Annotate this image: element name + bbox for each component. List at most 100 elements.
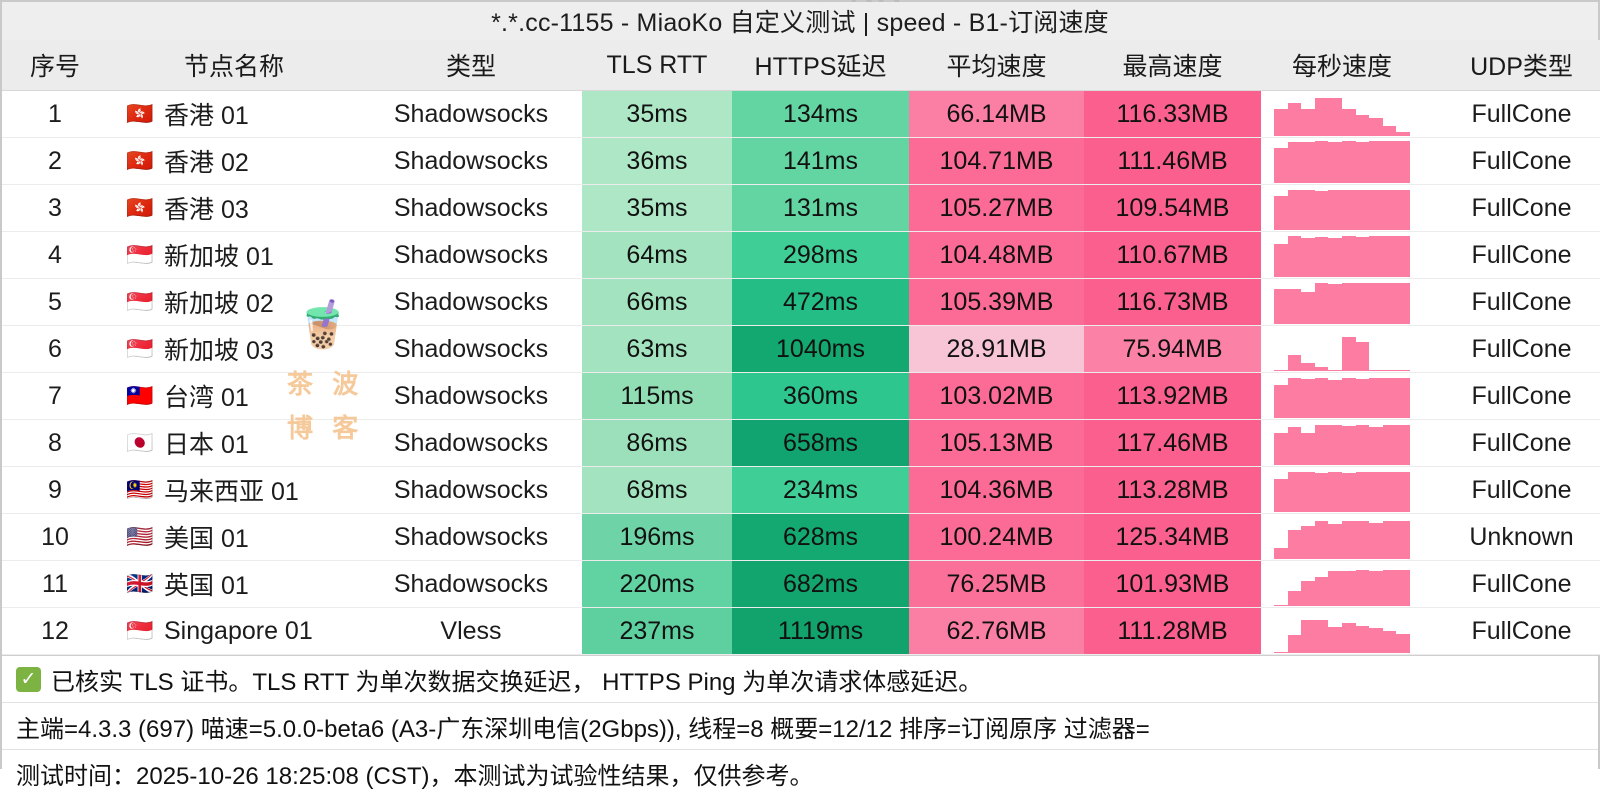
row-https-latency: 658ms xyxy=(732,419,909,467)
row-tls-rtt: 115ms xyxy=(582,372,732,420)
table-row[interactable]: 7 🇹🇼 台湾 01 Shadowsocks 115ms 360ms 103.02MB 113… xyxy=(2,372,1600,420)
node-label: 香港 03 xyxy=(164,196,249,224)
table-row[interactable]: 12 🇸🇬 Singapore 01 Vless 237ms 1119ms 62.76MB 1… xyxy=(2,607,1600,655)
row-protocol-type: Shadowsocks xyxy=(360,466,582,514)
row-avg-speed: 105.13MB xyxy=(909,419,1084,467)
row-max-speed: 111.46MB xyxy=(1084,137,1261,185)
row-udp-type: FullCone xyxy=(1423,607,1600,655)
sparkline-bar xyxy=(1328,570,1342,606)
sparkline-bar xyxy=(1314,473,1329,512)
table-row[interactable]: 2 🇭🇰 香港 02 Shadowsocks 36ms 141ms 104.71MB 111.… xyxy=(2,137,1600,185)
col-header-per-second[interactable]: 每秒速度 xyxy=(1261,40,1423,91)
table-row[interactable]: 11 🇬🇧 英国 01 Shadowsocks 220ms 682ms 76.25MB 101… xyxy=(2,560,1600,608)
sparkline-bar xyxy=(1328,284,1342,324)
sparkline-bar xyxy=(1328,523,1342,559)
sparkline-bar xyxy=(1369,141,1383,183)
row-index: 12 xyxy=(2,607,108,655)
table-row[interactable]: 3 🇭🇰 香港 03 Shadowsocks 35ms 131ms 105.27MB 109.… xyxy=(2,184,1600,232)
sparkline-bar xyxy=(1301,189,1315,230)
col-header-tls-rtt[interactable]: TLS RTT xyxy=(582,40,732,91)
sparkline-bar xyxy=(1396,471,1410,512)
row-avg-speed: 103.02MB xyxy=(909,372,1084,420)
table-row[interactable]: 1 🇭🇰 香港 01 Shadowsocks 35ms 134ms 66.14MB 116.3… xyxy=(2,90,1600,138)
node-label: 英国 01 xyxy=(164,572,249,600)
col-header-udp-type[interactable]: UDP类型 xyxy=(1423,40,1600,91)
sparkline-bar xyxy=(1369,522,1383,559)
row-node-name: 🇺🇸 美国 01 xyxy=(108,513,360,561)
table-row[interactable]: 9 🇲🇾 马来西亚 01 Shadowsocks 68ms 234ms 104.36MB 11… xyxy=(2,466,1600,514)
row-avg-speed: 105.39MB xyxy=(909,278,1084,326)
sparkline-bar xyxy=(1314,377,1329,418)
sparkline-bar xyxy=(1382,282,1397,324)
row-udp-type: FullCone xyxy=(1423,90,1600,138)
sparkline-bar xyxy=(1355,236,1370,277)
sparkline-bar xyxy=(1396,378,1410,418)
col-header-type[interactable]: 类型 xyxy=(360,40,582,91)
sparkline-bar xyxy=(1355,521,1370,559)
row-tls-rtt: 237ms xyxy=(582,607,732,655)
row-https-latency: 141ms xyxy=(732,137,909,185)
malaysia-flag-icon: 🇲🇾 xyxy=(126,477,154,502)
row-avg-speed: 104.71MB xyxy=(909,137,1084,185)
table-row[interactable]: 10 🇺🇸 美国 01 Shadowsocks 196ms 628ms 100.24MB 12… xyxy=(2,513,1600,561)
row-udp-type: Unknown xyxy=(1423,513,1600,561)
sparkline-bar xyxy=(1287,355,1302,371)
row-https-latency: 1119ms xyxy=(732,607,909,655)
footer: ✓ 已核实 TLS 证书。TLS RTT 为单次数据交换延迟， HTTPS Pi… xyxy=(2,655,1598,796)
row-per-second-sparkline xyxy=(1261,137,1423,185)
table-row[interactable]: 4 🇸🇬 新加坡 01 Shadowsocks 64ms 298ms 104.48MB 110… xyxy=(2,231,1600,279)
singapore-flag-icon: 🇸🇬 xyxy=(126,242,154,267)
col-header-avg-speed[interactable]: 平均速度 xyxy=(909,40,1084,91)
col-header-max-speed[interactable]: 最高速度 xyxy=(1084,40,1261,91)
row-node-name: 🇲🇾 马来西亚 01 xyxy=(108,466,360,514)
sparkline-bar xyxy=(1396,521,1410,559)
table-row[interactable]: 5 🇸🇬 新加坡 02 Shadowsocks 66ms 472ms 105.39MB 116… xyxy=(2,278,1600,326)
sparkline-bar xyxy=(1369,570,1383,606)
row-https-latency: 628ms xyxy=(732,513,909,561)
sparkline-bar xyxy=(1328,98,1342,136)
row-tls-rtt: 64ms xyxy=(582,231,732,279)
row-https-latency: 360ms xyxy=(732,372,909,420)
sparkline-bar xyxy=(1369,189,1383,230)
sparkline-bar xyxy=(1382,521,1397,559)
singapore-flag-icon: 🇸🇬 xyxy=(126,336,154,361)
sparkline-bar xyxy=(1396,141,1410,183)
header-row: 序号 节点名称 类型 TLS RTT HTTPS延迟 平均速度 最高速度 每秒速… xyxy=(2,40,1600,91)
node-label: 新加坡 02 xyxy=(164,290,274,318)
sparkline-bar xyxy=(1328,369,1342,371)
row-node-name: 🇸🇬 新加坡 01 xyxy=(108,231,360,279)
row-per-second-sparkline xyxy=(1261,231,1423,279)
sparkline-bar xyxy=(1382,378,1397,418)
sparkline-bar xyxy=(1396,235,1410,277)
sparkline-bar xyxy=(1301,581,1315,606)
footer-line-verified: ✓ 已核实 TLS 证书。TLS RTT 为单次数据交换延迟， HTTPS Pi… xyxy=(2,656,1598,703)
sparkline-bar xyxy=(1314,98,1329,136)
table-row[interactable]: 6 🇸🇬 新加坡 03 Shadowsocks 63ms 1040ms 28.91MB 75.… xyxy=(2,325,1600,373)
row-node-name: 🇬🇧 英国 01 xyxy=(108,560,360,608)
col-header-https-latency[interactable]: HTTPS延迟 xyxy=(732,40,909,91)
row-tls-rtt: 68ms xyxy=(582,466,732,514)
col-header-index[interactable]: 序号 xyxy=(2,40,108,91)
row-max-speed: 110.67MB xyxy=(1084,231,1261,279)
table-row[interactable]: 8 🇯🇵 日本 01 Shadowsocks 86ms 658ms 105.13MB 117.… xyxy=(2,419,1600,467)
sparkline-bar xyxy=(1301,379,1315,418)
sparkline-bar xyxy=(1274,243,1288,277)
node-label: 台湾 01 xyxy=(164,384,249,412)
row-avg-speed: 66.14MB xyxy=(909,90,1084,138)
row-protocol-type: Shadowsocks xyxy=(360,325,582,373)
sparkline-bar xyxy=(1341,473,1356,512)
row-protocol-type: Shadowsocks xyxy=(360,513,582,561)
sparkline-bar xyxy=(1274,108,1288,136)
row-https-latency: 234ms xyxy=(732,466,909,514)
taiwan-flag-icon: 🇹🇼 xyxy=(126,383,154,408)
row-https-latency: 1040ms xyxy=(732,325,909,373)
sparkline-bar xyxy=(1341,521,1356,559)
col-header-node-name[interactable]: 节点名称 xyxy=(108,40,360,91)
row-udp-type: FullCone xyxy=(1423,419,1600,467)
sparkline-bar xyxy=(1369,118,1383,136)
sparkline-bar xyxy=(1341,190,1356,230)
row-tls-rtt: 196ms xyxy=(582,513,732,561)
sparkline-bar xyxy=(1382,369,1397,371)
row-udp-type: FullCone xyxy=(1423,372,1600,420)
